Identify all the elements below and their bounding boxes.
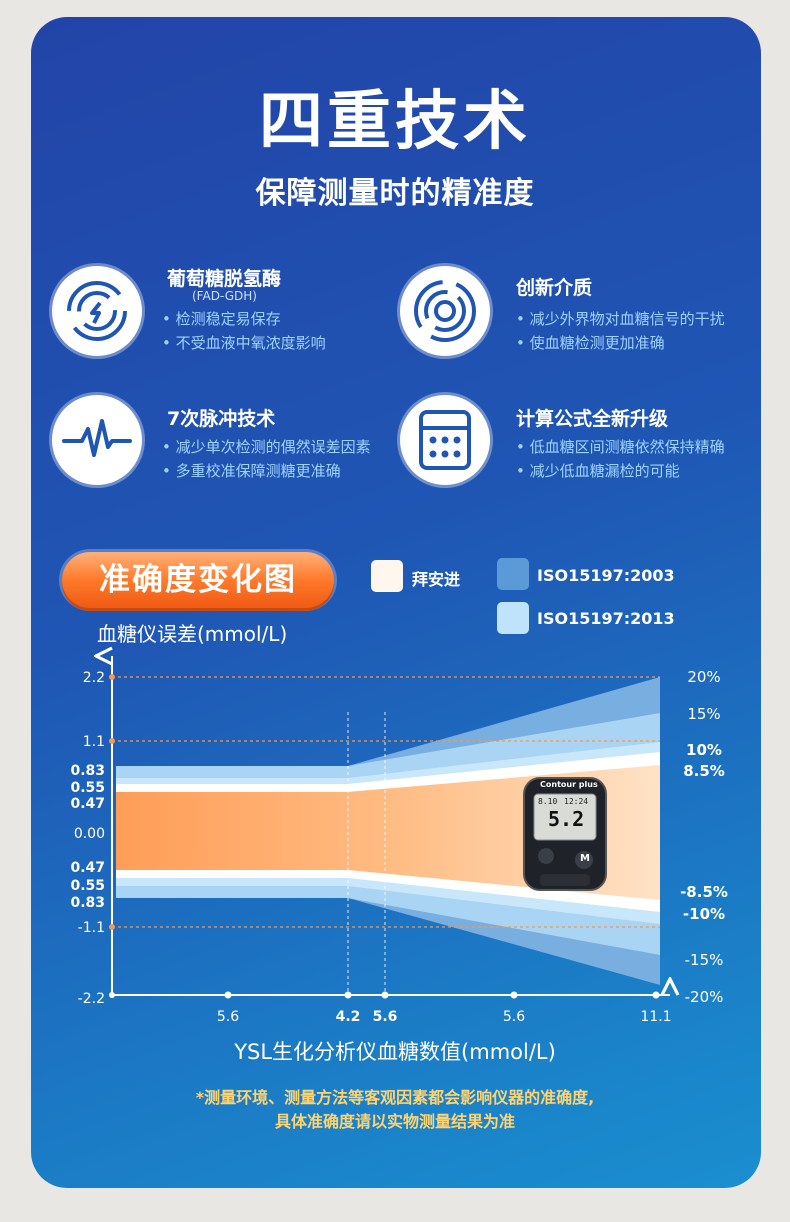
y-tick-label: 0.83: [70, 895, 105, 911]
x-tick-label: 11.1: [640, 1009, 671, 1025]
y-tick-label: 0.83: [70, 763, 105, 779]
feature-bullet: • 减少外界物对血糖信号的干扰: [516, 310, 725, 328]
feature-title: 葡萄糖脱氢酶: [167, 268, 282, 290]
x-tick-label: 5.6: [217, 1009, 239, 1025]
enzyme-signal-icon: [52, 266, 142, 356]
y-axis-label: 血糖仪误差(mmol/L): [97, 622, 288, 646]
y-axis-marker: [109, 738, 115, 744]
meter-reading: 5.2: [548, 807, 585, 831]
meter-brand: Contour plus: [540, 780, 598, 789]
feature-bullet: • 减少单次检测的偶然误差因素: [162, 438, 371, 456]
x-tick-dot: [381, 991, 389, 999]
concentric-circles-icon: [400, 266, 490, 356]
legend-swatch-iso2013: [497, 602, 529, 634]
disclaimer-line: *测量环境、测量方法等客观因素都会影响仪器的准确度,: [195, 1088, 595, 1107]
y-tick-label: 0.47: [70, 796, 105, 812]
legend-swatch-bayer: [371, 560, 403, 592]
x-tick-label: 4.2: [336, 1009, 361, 1025]
y-right-tick-label: 15%: [687, 705, 720, 723]
disclaimer-note: *测量环境、测量方法等客观因素都会影响仪器的准确度, 具体准确度请以实物测量结果…: [0, 1086, 790, 1134]
y-right-tick-label: 20%: [687, 668, 720, 686]
legend-swatch-iso2003: [497, 558, 529, 590]
y-right-tick-label: -20%: [685, 988, 724, 1006]
feature-title: 计算公式全新升级: [516, 408, 669, 430]
y-right-tick-label: -8.5%: [680, 883, 728, 901]
x-axis-label: YSL生化分析仪血糖数值(mmol/L): [234, 1040, 556, 1064]
origin-marker: [109, 992, 115, 998]
legend-label: 拜安进: [412, 570, 461, 589]
y-tick-label: 0.47: [70, 860, 105, 876]
y-tick-label: 0.00: [74, 826, 105, 842]
glucose-meter-image: Contour plus 8.10 12:24 5.2 M: [522, 776, 608, 892]
x-tick-label: 5.6: [373, 1009, 398, 1025]
feature-bullet: • 检测稳定易保存: [162, 310, 281, 328]
y-axis-marker: [109, 674, 115, 680]
chart-title-badge: 准确度变化图: [62, 552, 334, 608]
y-tick-label: 1.1: [83, 734, 105, 750]
legend-label: ISO15197:2013: [537, 609, 675, 628]
x-tick-dot: [652, 991, 660, 999]
calculator-icon: [400, 395, 490, 485]
meter-date: 8.10: [538, 797, 558, 806]
y-tick-label: -1.1: [78, 920, 105, 936]
y-tick-label: -2.2: [78, 991, 105, 1007]
y-tick-label: 0.55: [70, 780, 105, 796]
feature-bullet: • 多重校准保障测糖更准确: [162, 462, 341, 480]
feature-title: 7次脉冲技术: [167, 408, 276, 430]
feature-bullet: • 低血糖区间测糖依然保持精确: [516, 438, 725, 456]
feature-bullet: • 使血糖检测更加准确: [516, 334, 665, 352]
page-title: 四重技术: [259, 85, 531, 159]
feature-bullet: • 减少低血糖漏检的可能: [516, 462, 680, 480]
feature-bullet: • 不受血液中氧浓度影响: [162, 334, 326, 352]
page-subtitle: 保障测量时的精准度: [255, 176, 535, 211]
feature-subtitle: (FAD-GDH): [192, 289, 257, 303]
y-tick-label: 0.55: [70, 878, 105, 894]
x-tick-dot: [510, 991, 518, 999]
x-tick-dot: [224, 991, 232, 999]
pulse-wave-icon: [52, 395, 142, 485]
x-tick-dot: [344, 991, 352, 999]
y-right-tick-label: 8.5%: [683, 762, 725, 780]
disclaimer-line: 具体准确度请以实物测量结果为准: [274, 1112, 515, 1131]
feature-title: 创新介质: [516, 277, 593, 299]
y-right-tick-label: 10%: [686, 741, 722, 759]
y-right-tick-label: -15%: [685, 951, 724, 969]
y-tick-label: 2.2: [83, 670, 105, 686]
y-right-tick-label: -10%: [683, 905, 725, 923]
x-tick-label: 5.6: [503, 1009, 525, 1025]
meter-time: 12:24: [564, 797, 589, 806]
legend-label: ISO15197:2003: [537, 566, 675, 585]
meter-m-button: M: [580, 853, 590, 864]
y-axis-marker: [109, 924, 115, 930]
